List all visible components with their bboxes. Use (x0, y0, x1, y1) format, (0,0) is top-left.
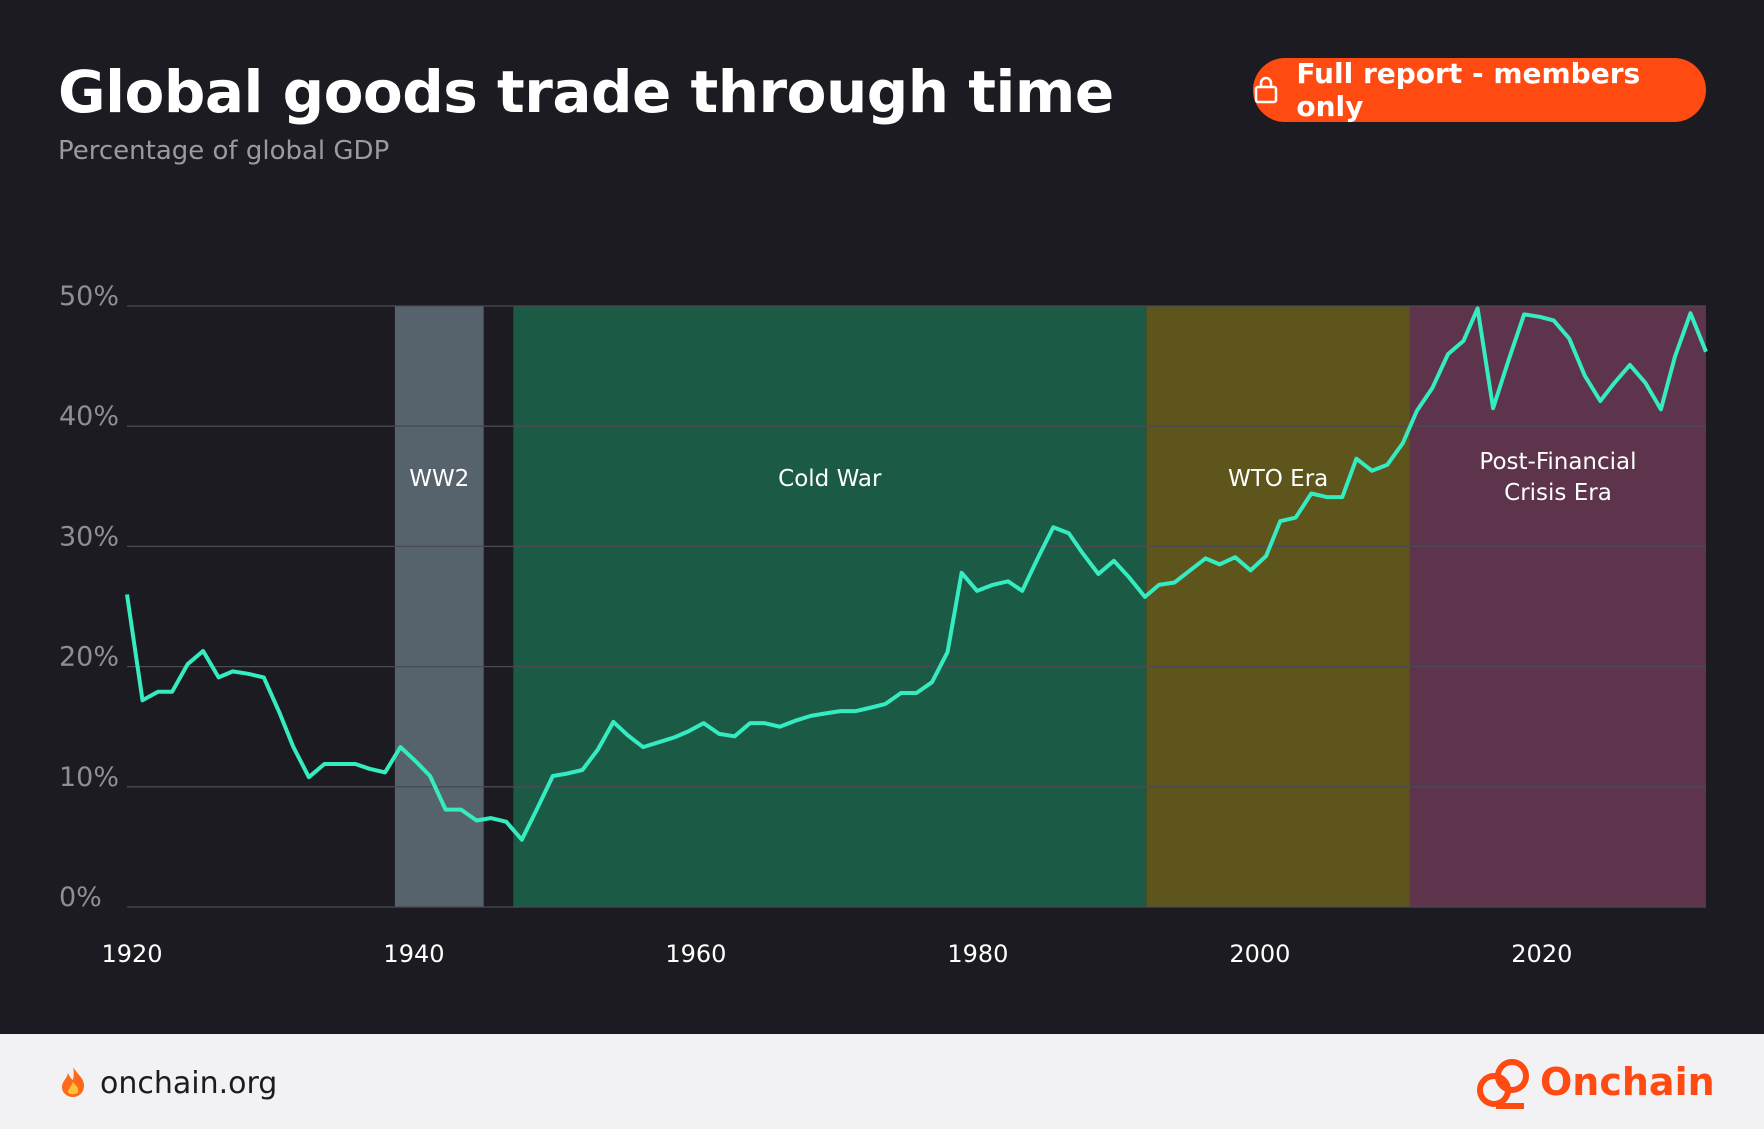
x-tick-label: 1940 (383, 940, 444, 968)
subtitle: Percentage of global GDP (58, 136, 390, 166)
y-tick-label: 0% (59, 882, 102, 913)
y-tick-label: 40% (59, 401, 119, 432)
era-label: Post-Financial Crisis Era (1479, 449, 1637, 506)
brand-name[interactable]: Onchain (1540, 1060, 1715, 1104)
era-band (394, 306, 484, 907)
era-band (513, 306, 1147, 907)
brand-logo[interactable] (1474, 1056, 1532, 1110)
trade-line (125, 306, 1708, 842)
x-tick-label: 2020 (1511, 940, 1572, 968)
era-band (1146, 306, 1410, 907)
y-tick-label: 10% (59, 762, 119, 793)
x-tick-label: 2000 (1229, 940, 1290, 968)
site-url: onchain.org (100, 1066, 278, 1101)
button-label: Full report - members only (1296, 57, 1641, 123)
title: Global goods trade through time (58, 58, 1114, 126)
era-label: Cold War (778, 466, 882, 492)
x-tick-label: 1960 (665, 940, 726, 968)
x-tick-label: 1980 (947, 940, 1008, 968)
era-label: WW2 (409, 466, 470, 492)
era-band (1409, 306, 1706, 907)
lock-icon (1254, 76, 1278, 104)
y-tick-label: 50% (59, 281, 119, 312)
x-tick-label: 1920 (101, 940, 162, 968)
flame-icon (62, 1067, 85, 1097)
y-tick-label: 20% (59, 642, 119, 673)
footer: onchain.org Onchain (0, 1034, 1764, 1129)
y-tick-label: 30% (59, 521, 119, 552)
era-label: WTO Era (1227, 466, 1329, 492)
report-button[interactable]: Full report - members only (1253, 57, 1706, 123)
chart: 0% 10% 20% 30% 40% 50% 1920 1940 1960 1980 2000 202… (59, 281, 1708, 968)
